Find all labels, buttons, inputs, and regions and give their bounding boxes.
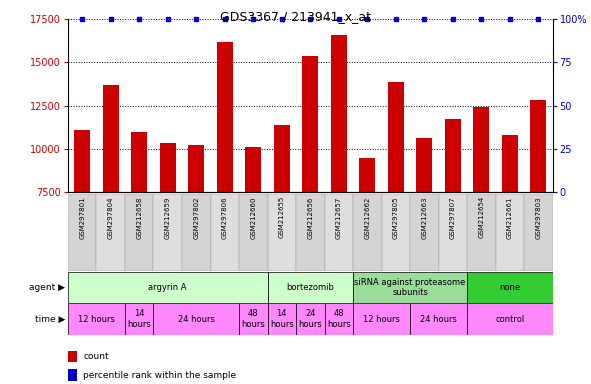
Text: GSM212659: GSM212659 (165, 196, 171, 238)
Text: GSM297802: GSM297802 (193, 196, 199, 239)
Text: 14
hours: 14 hours (270, 310, 294, 329)
Bar (103, 85, 119, 192)
Text: 48
hours: 48 hours (241, 310, 265, 329)
Bar (189, 146, 204, 192)
Bar (331, 35, 346, 192)
Bar (96, 194, 125, 271)
Text: GSM212656: GSM212656 (307, 196, 313, 238)
Bar (296, 194, 324, 271)
Text: 12 hours: 12 hours (363, 314, 400, 324)
Bar (125, 194, 154, 271)
Bar (268, 272, 353, 303)
Text: time ▶: time ▶ (35, 314, 65, 324)
Text: percentile rank within the sample: percentile rank within the sample (83, 371, 236, 380)
Bar (410, 303, 467, 335)
Bar (154, 194, 182, 271)
Bar (296, 303, 324, 335)
Bar (445, 119, 460, 192)
Bar (353, 272, 467, 303)
Bar (274, 124, 290, 192)
Text: GSM212655: GSM212655 (279, 196, 285, 238)
Bar (353, 303, 410, 335)
Bar (154, 303, 239, 335)
Text: GDS3367 / 213941_x_at: GDS3367 / 213941_x_at (220, 10, 371, 23)
Text: control: control (495, 314, 524, 324)
Bar (268, 194, 296, 271)
Text: count: count (83, 352, 109, 361)
Text: GSM212662: GSM212662 (364, 196, 371, 238)
Bar (245, 147, 261, 192)
Bar (439, 194, 467, 271)
Bar (359, 158, 375, 192)
Bar (68, 194, 96, 271)
Bar (160, 143, 176, 192)
Bar (182, 194, 210, 271)
Text: GSM212660: GSM212660 (250, 196, 256, 239)
Bar (210, 194, 239, 271)
Bar (382, 194, 410, 271)
Bar (125, 303, 154, 335)
Bar (324, 194, 353, 271)
Bar (473, 108, 489, 192)
Bar (239, 303, 268, 335)
Text: agent ▶: agent ▶ (29, 283, 65, 292)
Bar (131, 132, 147, 192)
Text: siRNA against proteasome
subunits: siRNA against proteasome subunits (355, 278, 466, 297)
Bar (239, 194, 268, 271)
Text: 24 hours: 24 hours (420, 314, 457, 324)
Bar (68, 303, 125, 335)
Bar (303, 56, 318, 192)
Text: GSM212658: GSM212658 (137, 196, 142, 238)
Text: 12 hours: 12 hours (78, 314, 115, 324)
Bar (410, 194, 439, 271)
Text: GSM212663: GSM212663 (421, 196, 427, 239)
Text: 14
hours: 14 hours (127, 310, 151, 329)
Text: GSM212654: GSM212654 (478, 196, 484, 238)
Text: GSM297804: GSM297804 (108, 196, 113, 239)
Text: 24
hours: 24 hours (298, 310, 322, 329)
Text: GSM297801: GSM297801 (79, 196, 85, 239)
Bar (68, 272, 268, 303)
Bar (324, 303, 353, 335)
Text: bortezomib: bortezomib (286, 283, 335, 292)
Bar (467, 272, 553, 303)
Text: GSM212661: GSM212661 (507, 196, 513, 239)
Text: none: none (499, 283, 521, 292)
Bar (217, 42, 233, 192)
Text: argyrin A: argyrin A (148, 283, 187, 292)
Text: 48
hours: 48 hours (327, 310, 350, 329)
Text: GSM297806: GSM297806 (222, 196, 228, 239)
Text: GSM297807: GSM297807 (450, 196, 456, 239)
Bar (496, 194, 524, 271)
Bar (268, 303, 296, 335)
Bar (388, 82, 404, 192)
Text: GSM297805: GSM297805 (393, 196, 399, 239)
Bar (353, 194, 382, 271)
Bar (502, 135, 518, 192)
Bar (417, 139, 432, 192)
Text: 24 hours: 24 hours (178, 314, 215, 324)
Bar (531, 101, 546, 192)
Bar (524, 194, 553, 271)
Bar (467, 303, 553, 335)
Bar (74, 130, 90, 192)
Bar (467, 194, 496, 271)
Text: GSM297803: GSM297803 (535, 196, 541, 239)
Text: GSM212657: GSM212657 (336, 196, 342, 238)
